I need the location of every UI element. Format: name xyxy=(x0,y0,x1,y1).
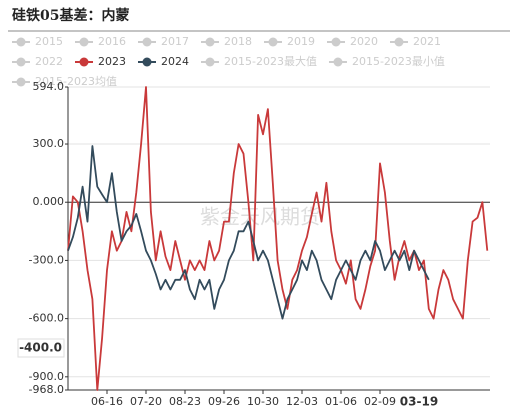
y-tick-label: 300.0 xyxy=(33,137,65,150)
legend-marker xyxy=(333,57,343,67)
x-tick-label: 01-06 xyxy=(325,395,357,408)
y-tick-label: -600.0 xyxy=(29,312,64,325)
pointer-y-label: -400.0 xyxy=(19,341,62,355)
legend-label[interactable]: 2016 xyxy=(98,35,126,48)
chart-title: 硅铁05基差：内蒙 xyxy=(12,7,129,24)
series-line xyxy=(67,86,489,391)
legend-marker xyxy=(205,37,215,47)
legend-label[interactable]: 2015-2023均值 xyxy=(35,75,117,88)
legend-label[interactable]: 2021 xyxy=(413,35,441,48)
legend-marker xyxy=(394,37,404,47)
y-tick-label: -900.0 xyxy=(29,370,64,383)
pointer-x-label: 03-19 xyxy=(400,395,438,409)
x-tick-label: 06-16 xyxy=(91,395,123,408)
legend-marker xyxy=(16,57,26,67)
legend-label[interactable]: 2022 xyxy=(35,55,63,68)
legend-marker xyxy=(205,57,215,67)
legend-marker xyxy=(79,57,89,67)
x-tick-label: 07-20 xyxy=(130,395,162,408)
y-tick-label: 0.000 xyxy=(33,195,65,208)
x-tick-label: 10-30 xyxy=(247,395,279,408)
y-tick-label: -300.0 xyxy=(29,253,64,266)
pointer-x-bg xyxy=(399,393,439,411)
legend-label[interactable]: 2015-2023最小值 xyxy=(352,55,445,68)
legend-label[interactable]: 2015 xyxy=(35,35,63,48)
x-tick-label: 08-23 xyxy=(169,395,201,408)
x-tick-label: 12-03 xyxy=(286,395,318,408)
legend-label[interactable]: 2017 xyxy=(161,35,189,48)
watermark: 紫金天风期货 xyxy=(200,205,320,229)
y-tick-label: 594.0 xyxy=(33,80,65,93)
legend-marker xyxy=(331,37,341,47)
legend-marker xyxy=(268,37,278,47)
legend-marker xyxy=(142,37,152,47)
series-line xyxy=(67,145,430,320)
legend-label[interactable]: 2019 xyxy=(287,35,315,48)
x-tick-label: 09-26 xyxy=(208,395,240,408)
legend-label[interactable]: 2024 xyxy=(161,55,189,68)
legend-marker xyxy=(16,77,26,87)
x-tick-label: 02-09 xyxy=(364,395,396,408)
legend-marker xyxy=(142,57,152,67)
y-tick-label: -968.0 xyxy=(29,383,64,396)
legend-label[interactable]: 2020 xyxy=(350,35,378,48)
legend-marker xyxy=(16,37,26,47)
legend-marker xyxy=(79,37,89,47)
legend-label[interactable]: 2023 xyxy=(98,55,126,68)
legend-label[interactable]: 2015-2023最大值 xyxy=(224,54,317,68)
legend-label[interactable]: 2018 xyxy=(224,35,252,48)
pointer-y-bg xyxy=(17,338,65,358)
